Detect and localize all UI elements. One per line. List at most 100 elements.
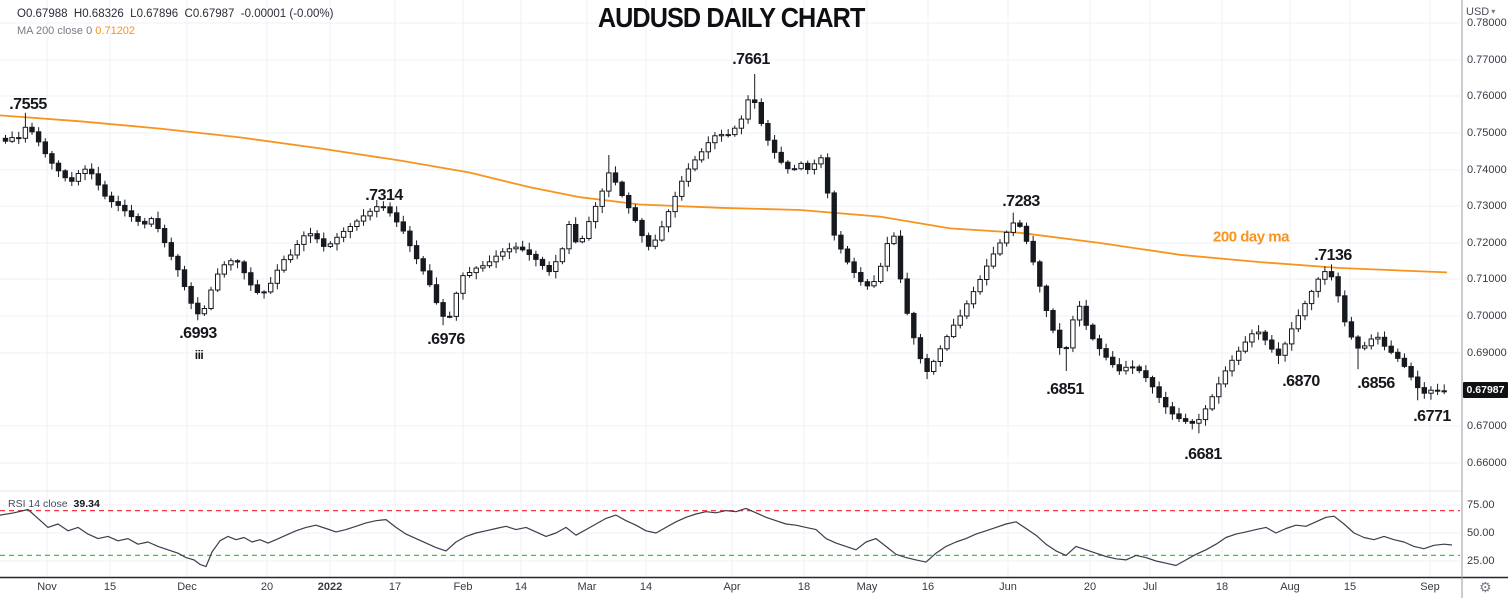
price-tick-label: 75.00 [1467, 499, 1495, 511]
candle-up [672, 195, 678, 213]
candle-down [858, 272, 864, 283]
candle-down [1415, 376, 1421, 389]
candle-down [155, 218, 161, 230]
candle-down [864, 281, 871, 287]
candle-down [639, 219, 645, 237]
candle-up [586, 221, 592, 240]
candle-up [1375, 336, 1381, 340]
candle-down [128, 210, 135, 218]
candle-down [1063, 347, 1069, 350]
candle-down [824, 157, 831, 194]
candle-down [526, 249, 532, 255]
time-tick-label: Aug [1280, 581, 1300, 593]
rsi-legend: RSI 14 close 39.34 [8, 498, 100, 510]
candle-down [1143, 370, 1149, 379]
price-level-annotation: .6851 [1046, 381, 1084, 398]
candle-up [977, 279, 983, 293]
price-tick-label: 0.69000 [1467, 347, 1507, 359]
candle-down [1182, 418, 1189, 422]
ma-200-line [0, 114, 1448, 274]
candle-up [1229, 359, 1235, 372]
candle-down [1262, 331, 1268, 341]
candle-down [440, 302, 446, 317]
price-tick-label: 25.00 [1467, 555, 1495, 567]
time-tick-label: Sep [1420, 581, 1440, 593]
candle-down [917, 337, 924, 360]
currency-selector[interactable]: USD ▾ [1466, 6, 1495, 18]
candle-up [679, 180, 685, 197]
price-level-annotation: .7314 [365, 187, 403, 204]
candle-down [1110, 356, 1116, 366]
price-tick-label: 0.70000 [1467, 310, 1507, 322]
candle-down [533, 253, 539, 260]
candle-down [1275, 348, 1282, 356]
axis-background [1462, 0, 1508, 598]
candle-down [387, 206, 393, 214]
candle-down [778, 151, 784, 163]
candle-up [1282, 343, 1288, 356]
candle-down [645, 235, 652, 247]
candle-up [592, 205, 599, 223]
time-tick-label: Jun [999, 581, 1017, 593]
price-tick-label: 0.74000 [1467, 164, 1507, 176]
time-tick-label: May [856, 581, 878, 593]
candle-up [493, 255, 499, 263]
candle-up [500, 251, 506, 257]
candle-down [447, 315, 453, 318]
candle-down [1030, 240, 1036, 263]
candle-down [122, 204, 128, 212]
candle-up [970, 291, 977, 305]
candle-up [599, 190, 605, 207]
candle-down [1169, 406, 1176, 415]
price-level-annotation: .6771 [1413, 408, 1451, 425]
candle-up [698, 151, 705, 161]
candle-up [745, 99, 751, 120]
candle-down [407, 230, 413, 247]
time-tick-label: 18 [1215, 581, 1229, 593]
candle-down [234, 260, 241, 263]
candle-down [844, 248, 851, 263]
candle-up [287, 254, 294, 261]
candle-up [460, 275, 466, 294]
candle-up [1295, 315, 1301, 330]
price-tick-label: 0.77000 [1467, 54, 1507, 66]
candle-up [944, 336, 950, 350]
time-tick-label: 15 [103, 581, 117, 593]
candle-up [937, 348, 943, 362]
candle-up [891, 235, 897, 245]
candle-down [1421, 387, 1427, 394]
candle-down [897, 235, 904, 280]
candle-down [1355, 336, 1361, 349]
candle-up [281, 259, 287, 271]
candle-up [1289, 328, 1295, 345]
candle-up [665, 211, 672, 228]
candle-down [1090, 324, 1096, 340]
price-level-annotation: .6870 [1282, 373, 1320, 390]
candle-down [62, 170, 68, 179]
time-tick-label: 15 [1343, 581, 1357, 593]
price-level-annotation: .6681 [1184, 446, 1222, 463]
price-tick-label: 0.78000 [1467, 17, 1507, 29]
candle-up [1441, 390, 1447, 393]
candle-up [228, 260, 234, 266]
candle-down [29, 126, 35, 133]
candle-up [579, 238, 585, 243]
candle-up [261, 291, 267, 294]
candle-up [1010, 222, 1016, 233]
rsi-line [0, 507, 1453, 568]
candle-up [884, 243, 890, 267]
candle-down [1401, 357, 1408, 367]
candle-up [659, 226, 665, 241]
candle-down [1043, 285, 1050, 312]
candle-down [1176, 413, 1182, 420]
candle-up [513, 246, 519, 250]
candle-down [573, 224, 579, 243]
candle-up [466, 272, 473, 276]
candle-down [35, 131, 42, 143]
candle-up [1209, 396, 1215, 410]
settings-gear-icon[interactable]: ⚙ [1479, 579, 1492, 595]
candle-down [16, 137, 22, 140]
candle-up [75, 173, 82, 182]
